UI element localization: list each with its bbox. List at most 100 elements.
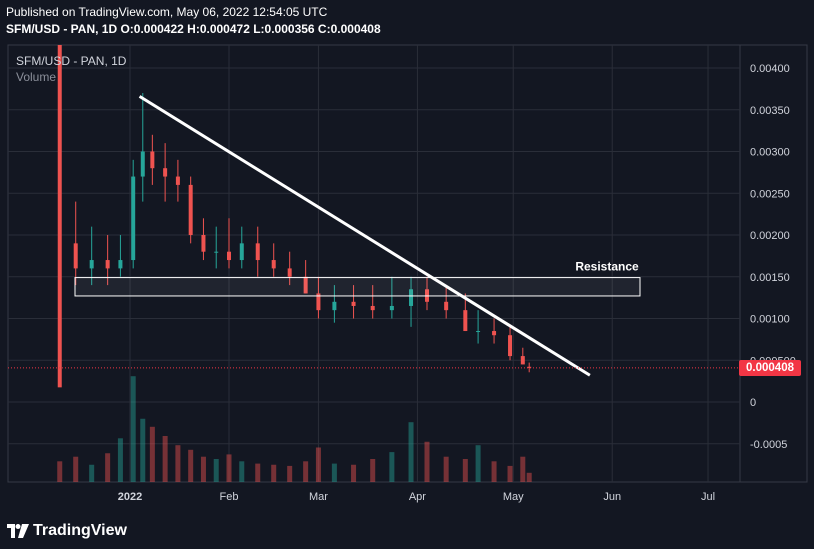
volume-bar (175, 445, 181, 482)
y-tick-label: 0.00200 (750, 230, 790, 242)
tradingview-logo-icon (7, 524, 29, 538)
candle-body (118, 260, 123, 269)
volume-bar (213, 459, 219, 482)
volume-bar (117, 438, 123, 482)
y-tick-label: 0.00100 (750, 314, 790, 326)
candle (163, 143, 168, 202)
candle (316, 276, 321, 319)
candle-body (57, 45, 62, 388)
candle (508, 326, 513, 361)
candle (389, 276, 394, 319)
candle (370, 285, 375, 319)
candle (444, 285, 449, 319)
candle (520, 347, 525, 365)
candle (89, 226, 94, 286)
candle-body (175, 176, 180, 185)
candle-body (140, 151, 145, 177)
volume-bar (287, 465, 293, 482)
candle (73, 201, 78, 286)
x-tick-label: Jun (603, 491, 621, 503)
candle-body (527, 366, 532, 368)
resistance-zone (74, 277, 641, 297)
candle (175, 159, 180, 202)
candle (188, 176, 193, 244)
candle-body (239, 243, 244, 261)
candle-body (332, 301, 337, 311)
candle (409, 276, 414, 327)
y-tick-label: 0.00150 (750, 272, 790, 284)
volume-bar (315, 447, 321, 482)
candle (57, 45, 62, 388)
candle-body (520, 356, 525, 365)
y-tick-label: 0.00400 (750, 63, 790, 75)
x-tick-label: Mar (309, 491, 328, 503)
x-tick-label: Jul (701, 491, 715, 503)
candle-body (303, 276, 308, 294)
footer-brand[interactable]: TradingView (7, 520, 127, 542)
candle (227, 218, 231, 269)
y-tick-label: 0.00300 (750, 147, 790, 159)
candle (492, 318, 497, 344)
y-tick-label: 0 (750, 397, 756, 409)
candle-body (287, 268, 292, 277)
legend-volume: Volume (16, 70, 57, 84)
candle-body (476, 331, 481, 333)
ohlc-line: SFM/USD - PAN, 1D O:0.000422 H:0.000472 … (6, 22, 381, 36)
x-tick-label: Apr (409, 491, 426, 503)
volume-bar (507, 465, 513, 482)
candle-body (508, 335, 513, 357)
volume-bar (424, 441, 430, 482)
volume-bar (443, 456, 449, 482)
volume-bar (89, 464, 95, 482)
volume-bar (351, 464, 357, 482)
y-tick-label: 0.00250 (750, 188, 790, 200)
trendline (138, 95, 591, 377)
candle (131, 159, 136, 269)
candle-body (463, 310, 468, 332)
chart-overlays: Resistance (8, 95, 740, 377)
candle-body (188, 184, 193, 235)
candle (287, 251, 292, 286)
volume-bar (140, 418, 146, 482)
candle (239, 226, 244, 269)
volume-bar (226, 454, 232, 482)
volume-bar (520, 456, 526, 482)
candle-body (316, 293, 321, 311)
candle-body (255, 243, 260, 261)
volume-bar (200, 456, 206, 482)
x-tick-label: 2022 (118, 491, 142, 503)
resistance-label: Resistance (575, 260, 639, 274)
candle-body (131, 176, 136, 261)
volume-bar (255, 463, 261, 482)
candle-body (105, 260, 110, 269)
y-tick-label: -0.0005 (750, 439, 787, 451)
candle-body (351, 301, 356, 306)
chart-grid (7, 44, 808, 483)
chart-legend: SFM/USD - PAN, 1D Volume (16, 53, 126, 85)
volume-bar (408, 422, 414, 482)
candle-body (370, 305, 375, 311)
candle (351, 285, 356, 319)
candle-body (444, 301, 449, 311)
candle (255, 226, 260, 277)
volume-bar (491, 461, 497, 482)
volume-bar (370, 459, 376, 482)
candle (476, 310, 481, 344)
candle-body (201, 235, 206, 252)
y-tick-label: 0.00350 (750, 105, 790, 117)
candle (332, 285, 337, 323)
x-tick-label: Feb (220, 491, 239, 503)
volume-bar (73, 456, 79, 482)
candle (150, 134, 155, 185)
candle-body (409, 289, 414, 306)
volume-bar (526, 472, 532, 482)
candle-body (227, 251, 231, 261)
volume-bars (57, 376, 532, 482)
volume-bar (162, 436, 168, 482)
volume-bar (130, 376, 136, 482)
published-line: Published on TradingView.com, May 06, 20… (6, 5, 328, 19)
candle (140, 93, 145, 202)
candle (527, 362, 532, 373)
volume-bar (149, 426, 155, 482)
